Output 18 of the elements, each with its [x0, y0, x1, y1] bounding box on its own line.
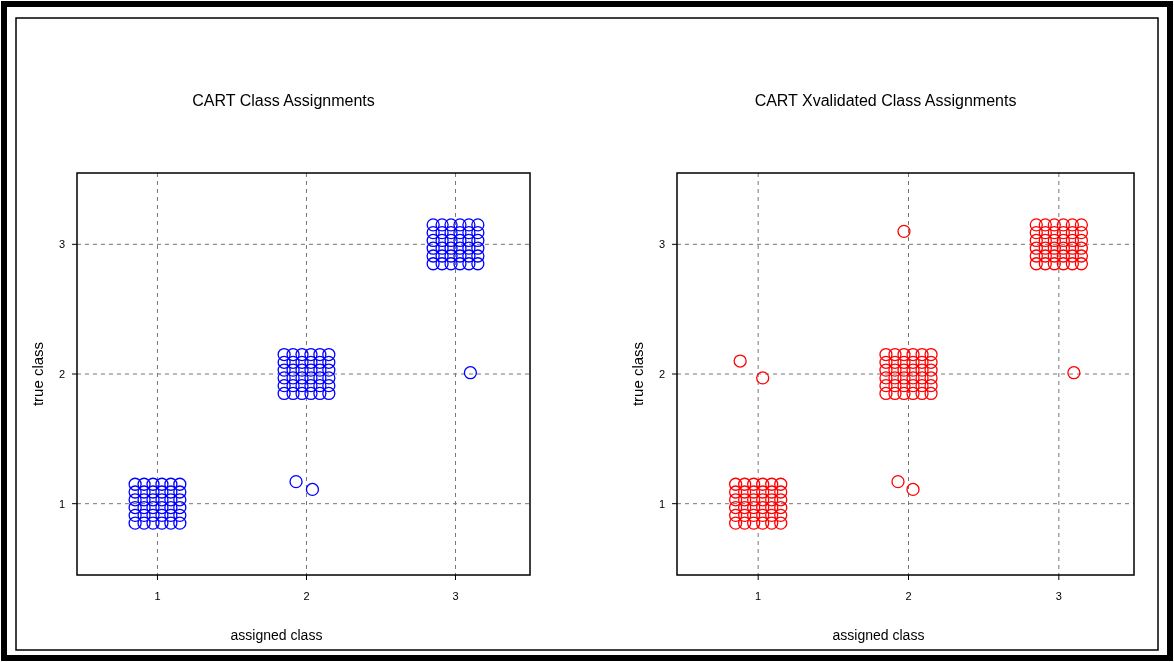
y-tick-label: 1: [658, 497, 665, 510]
chart-title: CART Xvalidated Class Assignments: [754, 92, 1017, 109]
y-tick-label: 2: [58, 368, 65, 380]
x-tick-label: 1: [755, 590, 762, 602]
chart-title: CART Class Assignments: [192, 92, 375, 109]
y-axis-title: true class: [629, 341, 646, 407]
x-tick-label: 3: [1055, 590, 1062, 602]
x-axis-title: assigned class: [832, 627, 925, 643]
x-tick-label: 3: [452, 590, 459, 602]
x-tick-label: 1: [154, 590, 161, 602]
x-axis-title: assigned class: [230, 627, 323, 643]
x-tick-label: 2: [303, 590, 310, 602]
x-tick-label: 2: [905, 590, 912, 602]
y-tick-label: 3: [658, 238, 665, 251]
y-tick-label: 1: [58, 497, 65, 510]
y-axis-title: true class: [29, 341, 46, 407]
y-tick-label: 3: [58, 238, 65, 251]
y-tick-label: 2: [658, 368, 665, 380]
